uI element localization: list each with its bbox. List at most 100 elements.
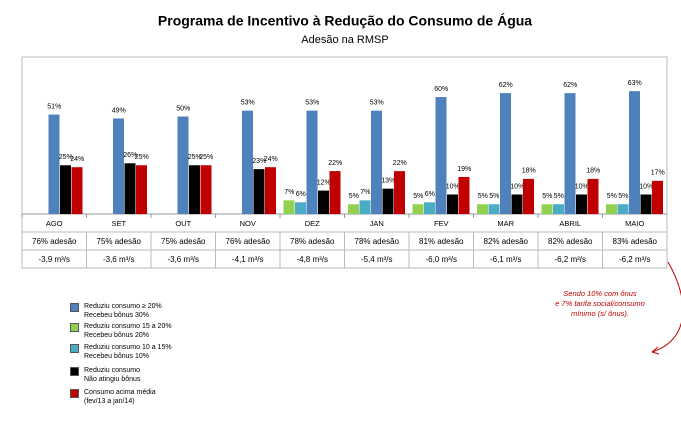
value-label: 5% [489, 193, 499, 200]
table-text: -5,4 m³/s [361, 255, 393, 264]
annotation: Sendo 10% com ônus e 7% tarifa social/co… [555, 289, 645, 318]
table-text: 82% adesão [548, 237, 593, 246]
value-label: 53% [370, 99, 384, 106]
legend-label: Consumo acima média (fev/13 a jan/14) [84, 389, 156, 405]
bar [500, 93, 511, 214]
bar [640, 194, 652, 214]
value-label: 53% [305, 99, 319, 106]
value-label: 5% [349, 193, 359, 200]
value-label: 10% [575, 183, 589, 190]
value-label: 5% [413, 193, 423, 200]
bar [652, 180, 663, 214]
value-label: 62% [499, 82, 513, 89]
bar [200, 165, 212, 214]
value-label: 19% [457, 166, 471, 173]
bar [371, 110, 382, 214]
legend-label: Reduziu consumo 10 a 15% Recebeu bônus 1… [84, 344, 172, 360]
bar [265, 167, 276, 214]
bar [242, 110, 253, 214]
x-tick-label: MAIO [625, 219, 644, 228]
legend-label: Reduziu consumo 15 a 20% Recebeu bônus 2… [84, 323, 172, 339]
legend-label: Reduziu consumo Não atingiu bônus [84, 367, 141, 383]
value-label: 53% [241, 99, 255, 106]
bar [617, 204, 629, 214]
x-tick-label: OUT [175, 219, 191, 228]
bar [541, 204, 553, 214]
x-tick-label: FEV [434, 219, 449, 228]
table-text: 78% adesão [290, 237, 335, 246]
value-label: 6% [425, 191, 435, 198]
value-label: 25% [199, 154, 213, 161]
legend-swatch [70, 323, 79, 332]
value-label: 25% [188, 154, 202, 161]
value-label: 10% [639, 183, 653, 190]
value-label: 5% [542, 193, 552, 200]
bar [60, 165, 71, 214]
bar [477, 204, 488, 214]
legend-label: Reduziu consumo ≥ 20% Recebeu bônus 30% [84, 303, 162, 319]
value-label: 10% [446, 183, 460, 190]
table-text: 76% adesão [32, 237, 77, 246]
value-label: 10% [510, 183, 524, 190]
table-text: 82% adesão [484, 237, 529, 246]
x-tick-label: SET [111, 219, 126, 228]
x-tick-label: NOV [240, 219, 256, 228]
bar [306, 110, 318, 214]
bar [587, 178, 599, 214]
chart-subtitle: Adesão na RMSP [301, 34, 388, 46]
x-tick-label: JAN [370, 219, 384, 228]
value-label: 5% [607, 193, 617, 200]
bar [511, 194, 523, 214]
value-label: 25% [59, 154, 73, 161]
value-label: 60% [434, 86, 448, 93]
chart-title: Programa de Incentivo à Redução do Consu… [158, 13, 532, 29]
bar [447, 194, 458, 214]
bar [71, 167, 83, 214]
table-text: 83% adesão [613, 237, 658, 246]
table-text: -6,1 m³/s [490, 255, 522, 264]
bar [576, 194, 587, 214]
value-label: 12% [317, 179, 331, 186]
bar [382, 188, 394, 214]
legend-swatch [70, 389, 79, 398]
value-label: 7% [360, 189, 370, 196]
x-tick-label: MAR [497, 219, 514, 228]
table-text: 75% adesão [97, 237, 142, 246]
value-label: 49% [112, 107, 126, 114]
value-label: 63% [628, 80, 642, 87]
bar [424, 202, 435, 214]
value-label: 5% [618, 193, 628, 200]
table-cell [602, 249, 668, 269]
bar [295, 202, 306, 214]
table-text: -3,6 m³/s [167, 255, 199, 264]
bar [136, 165, 147, 214]
legend-swatch [70, 367, 79, 376]
value-label: 13% [381, 177, 395, 184]
bar [189, 165, 200, 214]
table-text: -3,9 m³/s [38, 255, 70, 264]
bar [458, 176, 470, 214]
x-tick-label: AGO [46, 219, 63, 228]
legend-swatch [70, 303, 79, 312]
bar [564, 93, 576, 214]
table-text: 78% adesão [355, 237, 400, 246]
value-label: 25% [135, 154, 149, 161]
table-text: 75% adesão [161, 237, 206, 246]
value-label: 6% [296, 191, 306, 198]
value-label: 7% [284, 189, 294, 196]
bar [359, 200, 371, 214]
bar [283, 200, 295, 214]
bar [318, 190, 329, 214]
annotation-arrow [651, 261, 681, 353]
value-label: 5% [554, 193, 564, 200]
table-text: 76% adesão [226, 237, 271, 246]
bar [48, 114, 60, 214]
table-text: -4,1 m³/s [232, 255, 264, 264]
bar [435, 97, 447, 214]
bar [553, 204, 564, 214]
value-label: 26% [123, 152, 137, 159]
bar [124, 163, 136, 214]
bar [488, 204, 500, 214]
table-text: 81% adesão [419, 237, 464, 246]
